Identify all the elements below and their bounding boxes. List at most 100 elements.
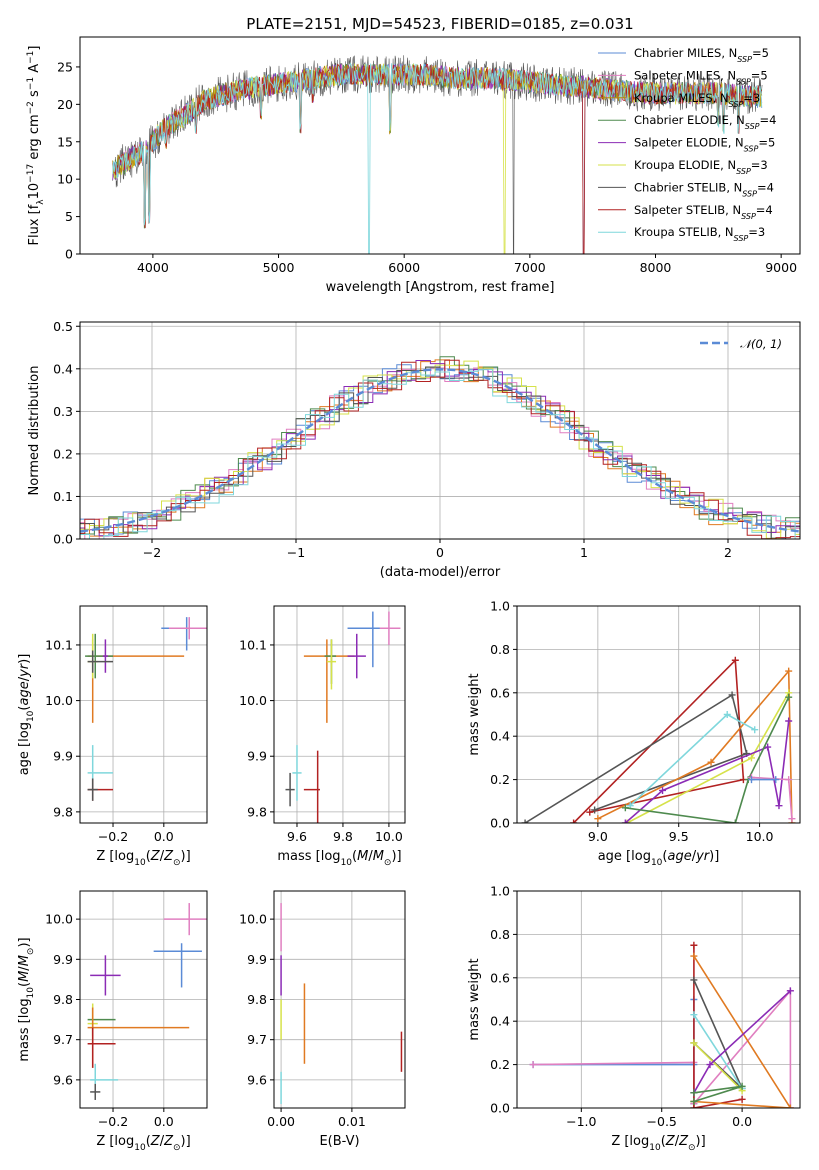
mass-weight-vs-Z-marks	[529, 941, 794, 1108]
y-tick-label: 0	[65, 247, 73, 262]
data-point	[90, 1083, 101, 1100]
x-tick-label: 0.0	[154, 1114, 174, 1129]
legend-entry: Kroupa STELIB, NSSP=3	[634, 225, 765, 243]
legend-entry: Salpeter MILES, NSSP=5	[634, 68, 768, 86]
y-tick-label: 0.2	[490, 772, 510, 787]
histogram-step	[80, 366, 800, 539]
legend-entry-part: SSP	[744, 144, 759, 153]
mass-vs-Z-marks	[87, 903, 207, 1100]
y-tick-label: 20	[57, 97, 73, 112]
axis-label: mass weight	[467, 958, 482, 1040]
axes-frame	[273, 605, 406, 824]
data-point	[87, 650, 114, 673]
x-tick-label: 0.0	[154, 829, 174, 844]
weight-line	[693, 1042, 743, 1092]
weight-marker	[570, 819, 578, 823]
weight-marker	[690, 1039, 698, 1047]
axis-label-part: mass weight	[467, 673, 482, 755]
weight-marker	[594, 815, 602, 823]
data-point	[347, 611, 389, 668]
axis-label: (data-model)/error	[380, 565, 501, 580]
axis-label-part: )]	[391, 849, 401, 864]
weight-marker	[690, 976, 698, 984]
weight-marker	[751, 726, 759, 734]
y-tick-label: 0.0	[53, 532, 73, 547]
weight-marker	[772, 776, 780, 784]
axis-label-part: /	[368, 849, 373, 864]
data-point	[87, 639, 185, 723]
axis-label-part: /	[692, 849, 697, 864]
y-tick-label: 9.8	[53, 804, 73, 819]
axis-label-part: age	[17, 681, 32, 705]
weight-marker	[786, 1104, 794, 1108]
axis-label-part: age [log	[598, 849, 651, 864]
data-point	[102, 639, 108, 673]
y-tick-label: 0.2	[490, 1057, 510, 1072]
axis-label-part: )]	[696, 1134, 706, 1149]
mass-weight-vs-age-marks	[521, 656, 796, 823]
x-tick-label: 10.0	[746, 829, 774, 844]
data-point	[85, 633, 114, 679]
weight-line	[625, 696, 790, 823]
x-tick-label: −2	[143, 545, 161, 560]
legend-entry-part: Kroupa ELODIE, N	[634, 158, 736, 172]
x-tick-label: 1	[580, 545, 588, 560]
y-tick-label: 1.0	[490, 599, 510, 614]
histogram-step	[80, 369, 800, 539]
weight-marker	[747, 776, 755, 784]
y-tick-label: 5	[65, 209, 73, 224]
axis-label-part: −1	[26, 77, 36, 90]
weight-marker	[785, 693, 793, 701]
histogram-step	[80, 360, 800, 537]
legend-entry-part: SSP	[737, 55, 752, 64]
axis-label-part: ]	[27, 46, 42, 51]
axis-label-part: /	[675, 1134, 680, 1149]
axis-label-part: ⊙	[173, 1143, 181, 1153]
x-tick-label: 9.0	[588, 829, 608, 844]
axis-label-part: )]	[709, 849, 719, 864]
axis-label-part: E(B-V)	[319, 1134, 359, 1149]
x-tick-label: 4000	[137, 260, 169, 275]
x-tick-label: 9.6	[287, 829, 307, 844]
legend-entry-part: SSP	[741, 211, 756, 220]
axis-label-part: (	[146, 849, 151, 864]
data-point	[87, 745, 114, 801]
axis-label-part: 10	[649, 1143, 661, 1153]
legend-entry-part: Salpeter ELODIE, N	[634, 136, 744, 150]
y-tick-label: 10.0	[45, 912, 73, 927]
axis-label: age [log10(age/yr)]	[17, 654, 36, 776]
weight-line	[597, 668, 793, 823]
axis-label-part: erg cm	[27, 114, 42, 163]
x-tick-label: 0.0	[732, 1114, 752, 1129]
legend-entry-part: SSP	[736, 167, 751, 176]
data-point	[87, 1007, 190, 1068]
figure-title: PLATE=2151, MJD=54523, FIBERID=0185, z=0…	[246, 15, 633, 33]
legend-entry: Kroupa MILES, NSSP=3	[634, 91, 760, 109]
axis-label: age [log10(age/yr)]	[598, 849, 720, 868]
x-tick-label: 7000	[514, 260, 546, 275]
weight-marker	[786, 987, 794, 995]
weight-marker	[690, 1089, 698, 1097]
y-tick-label: 0.4	[490, 1014, 510, 1029]
weight-marker	[586, 808, 594, 816]
axis-label-part: )]	[17, 937, 32, 947]
axis-label: mass [log10(M/M⊙)]	[277, 849, 401, 868]
weight-marker	[731, 819, 739, 823]
axis-label-part: yr	[695, 849, 711, 864]
axis-label-part: Z	[163, 1134, 174, 1149]
weight-marker	[775, 802, 783, 810]
weight-marker	[659, 786, 667, 794]
data-point	[153, 943, 202, 988]
mass-vs-Z-plot: −0.2 0.0 9.6 9.7 9.8 9.9 10.0	[45, 890, 208, 1129]
y-tick-label: 9.8	[247, 804, 267, 819]
y-tick-label: 9.7	[53, 1032, 73, 1047]
axis-label-part: 10	[341, 858, 353, 868]
axis-label-part: ⊙	[173, 858, 181, 868]
axis-label-part: ⊙	[384, 858, 392, 868]
legend-entry-part: Chabrier MILES, N	[634, 46, 737, 60]
x-tick-label: −0.2	[98, 1114, 128, 1129]
axis-label-part: /	[17, 676, 32, 681]
weight-marker	[707, 758, 715, 766]
axis-label-part: age	[667, 849, 691, 864]
data-point	[161, 617, 207, 651]
